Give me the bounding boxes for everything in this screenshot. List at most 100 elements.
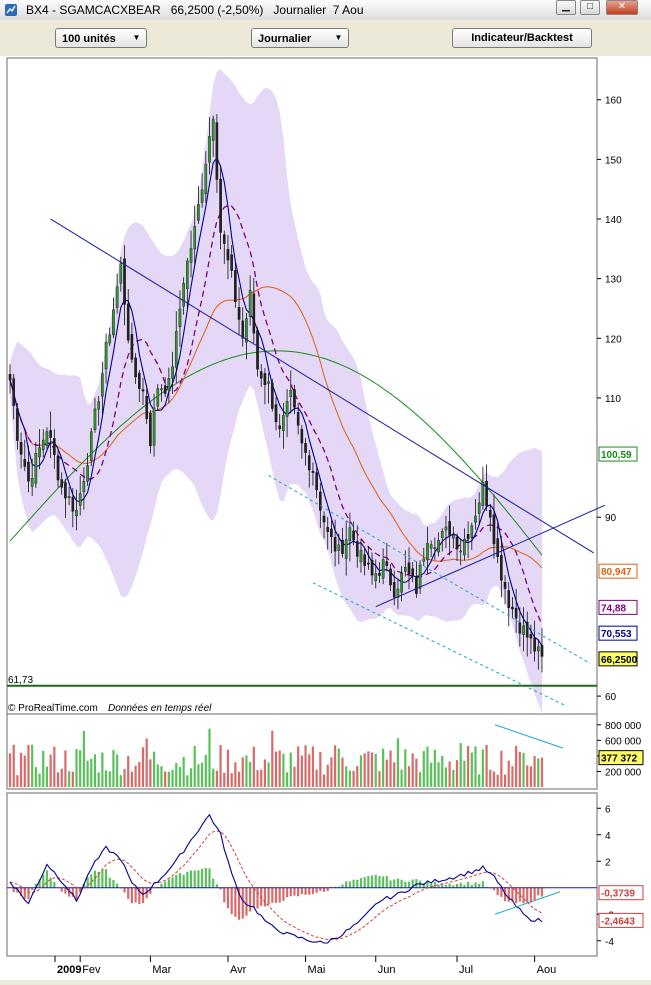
candle-body [493, 515, 495, 544]
volume-bar [290, 753, 292, 787]
price-label-tag: 66,2500 [599, 652, 638, 666]
macd-histogram-bar [42, 874, 44, 887]
candle-body [526, 622, 528, 637]
candle-body [279, 426, 281, 429]
chevron-down-icon: ▼ [332, 32, 345, 44]
candle-body [264, 373, 266, 384]
candle-body [319, 492, 321, 510]
volume-bar [452, 770, 454, 787]
macd-histogram-bar [534, 888, 536, 900]
candle [271, 379, 273, 412]
price-label-tag: 70,553 [599, 626, 637, 640]
chart-canvas[interactable]: 61,73 6090110120130140150160100,5980,947… [0, 56, 651, 980]
indicator-backtest-button[interactable]: Indicateur/Backtest [452, 28, 592, 48]
macd-histogram-bar [360, 878, 362, 888]
price-label-value: 74,88 [601, 603, 626, 614]
maximize-button[interactable]: □ [580, 0, 600, 15]
volume-bar [445, 767, 447, 787]
period-dropdown-label: Journalier [258, 33, 311, 45]
candle-body [142, 390, 144, 392]
candle-body [286, 401, 288, 416]
candle-body [20, 442, 22, 454]
volume-bar [508, 761, 510, 787]
candle-body [223, 235, 225, 244]
units-dropdown[interactable]: 100 unités ▼ [55, 28, 147, 48]
volume-bar [164, 771, 166, 787]
volume-bar [297, 746, 299, 787]
volume-bar [249, 762, 251, 787]
candle [90, 428, 92, 466]
volume-bar [301, 756, 303, 787]
volume-bar [186, 775, 188, 787]
volume-bar [286, 772, 288, 787]
volume-bar [312, 746, 314, 787]
volume-bar [42, 751, 44, 787]
volume-bar [53, 747, 55, 787]
macd-histogram-bar [316, 888, 318, 893]
chart-toolbar: 100 unités ▼ Journalier ▼ Indicateur/Bac… [0, 20, 651, 56]
volume-bar [275, 752, 277, 787]
volume-bar [27, 745, 29, 787]
macd-histogram-bar [511, 888, 513, 901]
volume-bar [504, 775, 506, 787]
volume-bar [101, 753, 103, 787]
macd-histogram-bar [216, 884, 218, 887]
candle-body [50, 430, 52, 437]
volume-bar [397, 738, 399, 787]
period-dropdown[interactable]: Journalier ▼ [251, 28, 349, 48]
candle-body [116, 287, 118, 308]
minimize-button[interactable]: ▁ [556, 0, 576, 15]
volume-bar [308, 754, 310, 787]
volume-bar [116, 755, 118, 787]
volume-bar [9, 753, 11, 787]
candle-body [83, 481, 85, 491]
candle-body [534, 638, 536, 651]
macd-histogram-bar [164, 882, 166, 888]
macd-histogram-bar [279, 888, 281, 903]
candle-body [282, 415, 284, 430]
macd-histogram-bar [367, 876, 369, 888]
volume-bar [105, 770, 107, 787]
close-button[interactable]: ✕ [606, 0, 638, 15]
volume-bar [171, 770, 173, 787]
volume-bar [463, 761, 465, 787]
y-tick-label: 130 [605, 275, 622, 286]
price-label-tag: 100,59 [599, 447, 637, 461]
candle-body [449, 521, 451, 535]
volume-bar [304, 745, 306, 787]
macd-histogram-bar [382, 876, 384, 887]
volume-bar [349, 770, 351, 787]
candle-body [500, 555, 502, 580]
candle-body [157, 389, 159, 406]
candle-body [434, 548, 436, 549]
macd-histogram-bar [449, 884, 451, 888]
volume-bar [212, 769, 214, 787]
macd-label-value: -2,4643 [601, 916, 635, 927]
volume-bar [423, 751, 425, 787]
x-tick-label: Jul [459, 964, 473, 976]
candle-body [423, 559, 425, 561]
macd-histogram-bar [497, 888, 499, 895]
volume-bar [375, 754, 377, 787]
macd-histogram-bar [212, 879, 214, 888]
volume-bar [123, 769, 125, 787]
volume-bar [412, 753, 414, 787]
candle-body [208, 136, 210, 162]
volume-bar [98, 772, 100, 787]
candle-body [123, 259, 125, 305]
candle-body [404, 567, 406, 571]
volume-bar [183, 757, 185, 787]
volume-label-tag: 377 372 [599, 751, 643, 765]
candle-body [301, 429, 303, 443]
macd-histogram-bar [286, 888, 288, 897]
maximize-icon: □ [587, 1, 593, 12]
macd-histogram-bar [371, 875, 373, 887]
candle-body [57, 456, 59, 480]
volume-bar [327, 765, 329, 787]
volume-bar [530, 766, 532, 787]
candle-body [35, 453, 37, 483]
candle-body [389, 569, 391, 585]
volume-bar [456, 760, 458, 787]
macd-histogram-bar [301, 888, 303, 894]
candle-body [437, 540, 439, 552]
